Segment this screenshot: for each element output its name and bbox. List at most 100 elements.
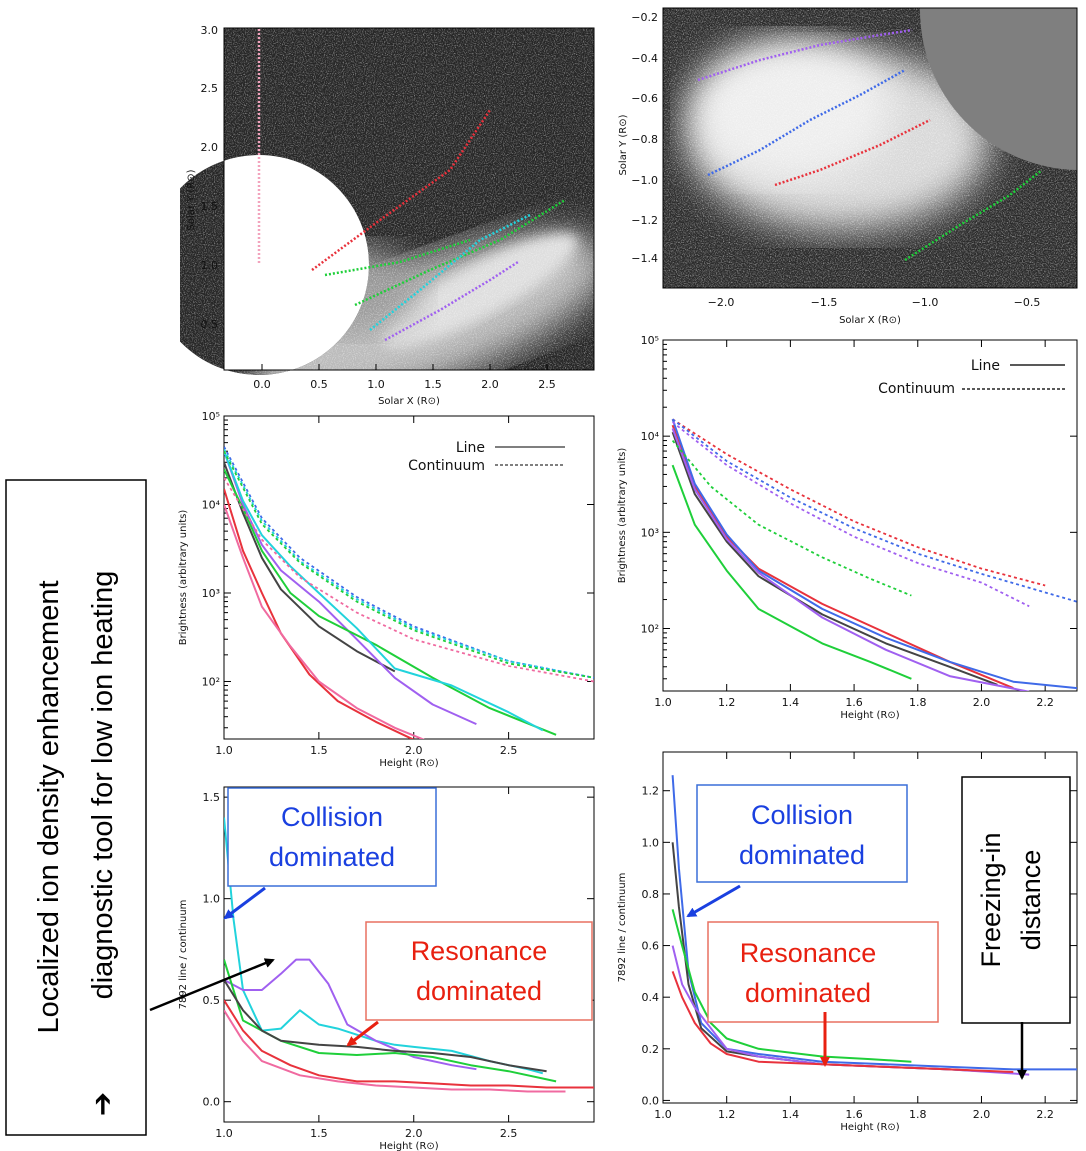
resonance-label-1: Resonance (740, 938, 877, 968)
right-image-traces (697, 28, 1043, 262)
collision-label-1: Collision (281, 802, 383, 832)
y-axis-label: 7892 line / continuum (178, 900, 189, 1010)
ytick-label: 0.5 (203, 994, 221, 1007)
ytick-label: 10³ (202, 587, 220, 600)
series-line-2 (224, 461, 396, 673)
ytick-label: 0.5 (201, 318, 219, 331)
xtick-label: 1.0 (215, 744, 233, 757)
xtick-label: 0.0 (253, 378, 271, 391)
x-axis-label: Height (R⊙) (840, 710, 899, 721)
xtick-label: 2.5 (538, 378, 556, 391)
series-line-2 (671, 909, 912, 1063)
right-image-yticks: −0.2 −0.4 −0.6 −0.8 −1.0 −1.2 −1.4 (631, 11, 658, 265)
series-line-5 (672, 418, 1046, 587)
xtick-label: 2.5 (500, 1127, 518, 1140)
left-collision-callout: Collision dominated (223, 787, 437, 920)
ytick-label: 1.2 (642, 785, 660, 798)
right-collision-callout: Collision dominated (686, 784, 908, 918)
xtick-label: 1.0 (654, 696, 672, 709)
series-line-6 (224, 446, 594, 679)
ytick-label: −1.4 (631, 252, 658, 265)
ytick-label: 0.8 (642, 888, 660, 901)
ytick-label: 0.2 (642, 1043, 660, 1056)
ytick-label: −1.0 (631, 174, 658, 187)
series-group (671, 418, 1077, 691)
image-trace-2 (774, 118, 931, 187)
right-image-frame (662, 7, 1078, 289)
ytick-label: 0.6 (642, 940, 660, 953)
image-trace-3 (904, 169, 1043, 262)
xtick-label: −1.0 (912, 296, 939, 309)
collision-arrow (686, 884, 741, 918)
y-axis-label: Brightness (arbitrary units) (617, 448, 628, 584)
series-line-5 (224, 450, 544, 732)
xtick-label: 2.2 (1036, 1108, 1054, 1121)
right-bright-legend: Line Continuum (878, 358, 1065, 397)
ytick-label: −0.8 (631, 133, 658, 146)
ytick-label: 10³ (641, 526, 659, 539)
ytick-label: 1.0 (642, 836, 660, 849)
xtick-label: 1.4 (782, 1108, 800, 1121)
xtick-label: 1.4 (782, 696, 800, 709)
image-trace-3 (369, 213, 531, 331)
ytick-label: 3.0 (201, 24, 219, 37)
series-line-0 (224, 488, 416, 739)
series-line-3 (224, 450, 477, 726)
series-line-7 (224, 448, 594, 679)
right-resonance-callout: Resonance dominated (707, 921, 939, 1067)
series-line-5 (224, 1009, 566, 1093)
xtick-label: 2.2 (1036, 696, 1054, 709)
ytick-label: 10² (202, 675, 220, 688)
ytick-label: 1.5 (203, 791, 221, 804)
xtick-label: 1.5 (310, 744, 328, 757)
xtick-label: 2.0 (405, 744, 423, 757)
image-trace-1 (707, 68, 906, 177)
ytick-label: 10⁵ (641, 334, 659, 347)
xtick-label: −2.0 (708, 296, 735, 309)
series-line-1 (224, 504, 425, 739)
legend-cont-label: Continuum (878, 381, 955, 397)
series-group (224, 817, 594, 1093)
legend-line-label: Line (456, 440, 485, 456)
xtick-label: 1.2 (718, 696, 736, 709)
ytick-label: −0.2 (631, 11, 658, 24)
ytick-label: 10⁴ (641, 430, 660, 443)
series-line-4 (671, 464, 912, 680)
series-line-2 (224, 959, 557, 1083)
image-trace-2 (354, 198, 566, 307)
right-image-xlabel: Solar X (R⊙) (839, 315, 901, 326)
legend-line-label: Line (971, 358, 1000, 374)
x-axis-label: Height (R⊙) (379, 758, 438, 769)
ytick-label: 10⁴ (202, 498, 221, 511)
side-annotation-line2: diagnostic tool for low ion heating (87, 571, 119, 1000)
xtick-label: 0.5 (310, 378, 328, 391)
series-line-0 (671, 775, 1077, 1071)
xtick-label: 1.0 (654, 1108, 672, 1121)
plot-frame (662, 339, 1078, 692)
ytick-label: 0.0 (203, 1096, 221, 1109)
ytick-label: 10² (641, 622, 659, 635)
xtick-label: 1.6 (845, 1108, 863, 1121)
occulter-disk (919, 8, 1077, 170)
freezing-callout: Freezing-in distance (961, 776, 1071, 1080)
xtick-label: 1.0 (367, 378, 385, 391)
resonance-label-2: dominated (745, 978, 871, 1008)
y-axis-label: 7892 line / continuum (617, 873, 628, 983)
series-line-7 (672, 421, 1030, 608)
xtick-label: 1.8 (909, 1108, 927, 1121)
xtick-label: −1.5 (811, 296, 838, 309)
ytick-label: 2.0 (201, 141, 219, 154)
freezing-label-2: distance (1016, 850, 1046, 951)
side-annotation-arrow: ➔ (85, 1092, 119, 1116)
side-annotation: Localized ion density enhancement ➔ diag… (5, 479, 147, 1136)
left-image-frame (223, 27, 595, 371)
xtick-label: 1.6 (845, 696, 863, 709)
series-group (671, 775, 1077, 1076)
series-line-8 (671, 440, 912, 597)
ytick-label: 0.0 (642, 1094, 660, 1107)
right-image-ylabel: Solar Y (R⊙) (618, 114, 629, 175)
x-axis-label: Height (R⊙) (379, 1141, 438, 1151)
ytick-label: −0.6 (631, 92, 658, 105)
right-image-xticks: −2.0 −1.5 −1.0 −0.5 (708, 296, 1041, 309)
